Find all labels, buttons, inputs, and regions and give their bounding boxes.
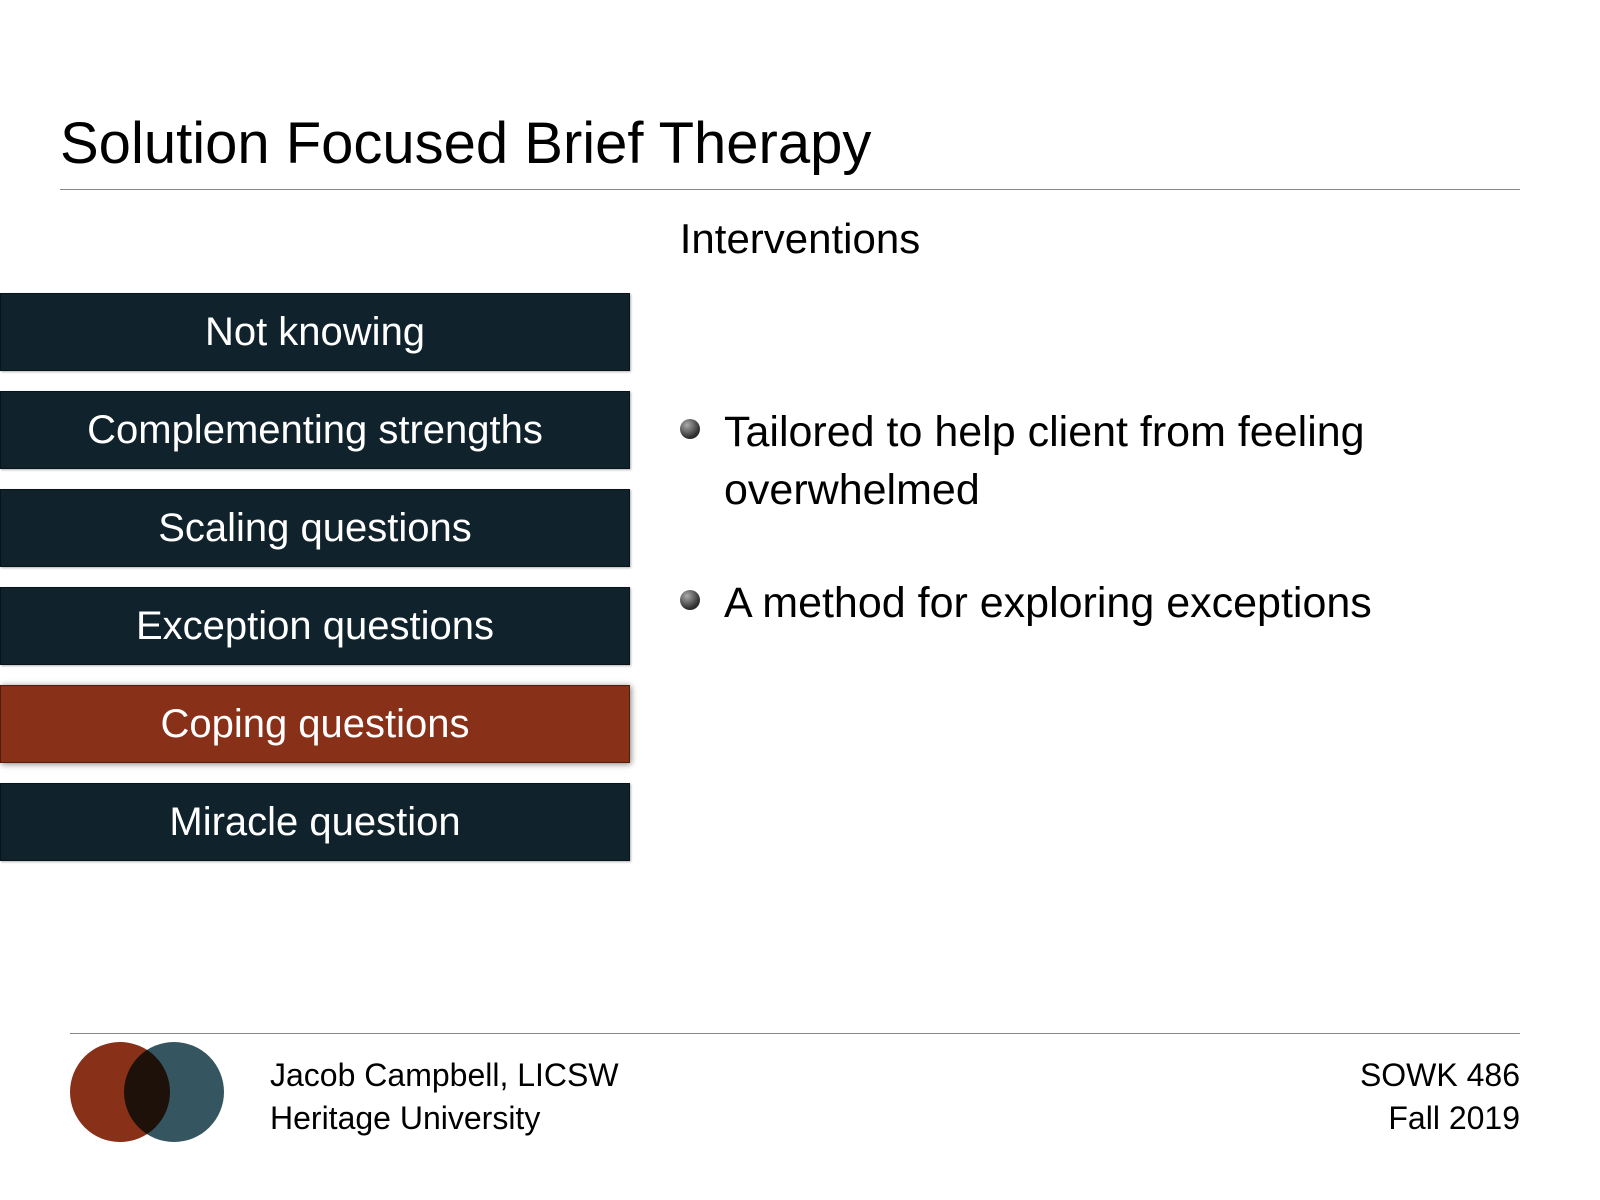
bullet-icon — [680, 419, 700, 439]
slide-title: Solution Focused Brief Therapy — [60, 110, 1540, 177]
bullet-list: Tailored to help client from feeling ove… — [680, 293, 1540, 861]
intervention-list: Not knowing Complementing strengths Scal… — [0, 293, 630, 861]
title-divider — [60, 189, 1520, 190]
bullet-item: A method for exploring exceptions — [680, 574, 1540, 632]
intervention-not-knowing: Not knowing — [0, 293, 630, 371]
footer-author: Jacob Campbell, LICSW — [270, 1054, 619, 1097]
footer-term: Fall 2019 — [1360, 1097, 1520, 1140]
intervention-miracle-question: Miracle question — [0, 783, 630, 861]
footer-course-block: SOWK 486 Fall 2019 — [1360, 1054, 1520, 1140]
footer-author-block: Jacob Campbell, LICSW Heritage Universit… — [270, 1054, 619, 1140]
venn-icon — [70, 1042, 230, 1142]
footer-institution: Heritage University — [270, 1097, 619, 1140]
intervention-coping-questions: Coping questions — [0, 685, 630, 763]
content-area: Not knowing Complementing strengths Scal… — [60, 293, 1540, 861]
intervention-complementing-strengths: Complementing strengths — [0, 391, 630, 469]
slide-container: Solution Focused Brief Therapy Intervent… — [0, 0, 1600, 1200]
bullet-item: Tailored to help client from feeling ove… — [680, 403, 1540, 519]
bullet-text: A method for exploring exceptions — [724, 574, 1372, 632]
venn-circle-right — [124, 1042, 224, 1142]
slide-subtitle: Interventions — [60, 215, 1540, 263]
intervention-scaling-questions: Scaling questions — [0, 489, 630, 567]
bullet-icon — [680, 590, 700, 610]
footer-course: SOWK 486 — [1360, 1054, 1520, 1097]
bullet-text: Tailored to help client from feeling ove… — [724, 403, 1540, 519]
intervention-exception-questions: Exception questions — [0, 587, 630, 665]
footer: Jacob Campbell, LICSW Heritage Universit… — [70, 1033, 1520, 1142]
